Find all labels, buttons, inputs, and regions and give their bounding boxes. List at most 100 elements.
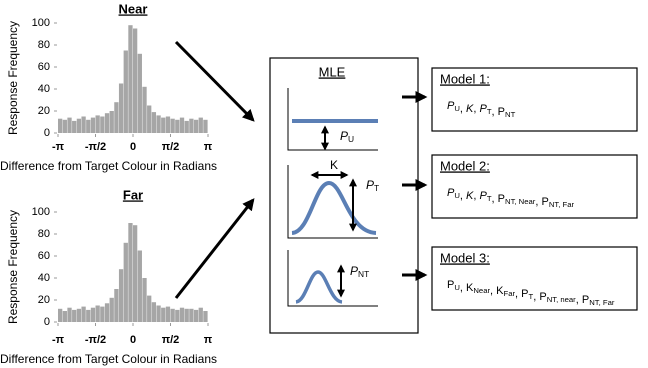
histogram-bar	[179, 307, 185, 322]
separator: ,	[492, 106, 498, 118]
param-symbol: P	[539, 291, 546, 303]
param-symbol: P	[366, 178, 374, 192]
histogram-bar	[100, 306, 105, 322]
param-symbol: P	[447, 100, 455, 112]
x-tick-label: π/2	[162, 141, 180, 153]
param-symbol: P	[447, 187, 455, 199]
histogram-bar	[189, 118, 194, 133]
y-tick-label: 100	[32, 17, 50, 29]
histogram-bar	[114, 102, 119, 133]
histogram-bar	[137, 250, 142, 322]
param-symbol: P	[480, 190, 488, 202]
param-symbol: P	[340, 129, 348, 143]
param-subscript: U	[454, 191, 460, 200]
param-symbol: P	[480, 103, 488, 115]
y-axis-label: Response Frequency	[6, 210, 20, 324]
histogram-bar	[203, 119, 208, 133]
histogram-bar	[104, 303, 110, 322]
mle-param: PT	[366, 178, 379, 193]
histogram-bar	[137, 53, 142, 133]
chart-title: Near	[119, 1, 148, 16]
histogram-bar	[198, 117, 203, 133]
histogram-bar	[151, 112, 157, 133]
y-tick-label: 0	[44, 316, 50, 328]
y-tick-label: 60	[38, 250, 50, 262]
separator: ,	[460, 282, 466, 294]
param-subscript: NT, near	[547, 295, 576, 304]
histogram-bar	[95, 305, 100, 322]
histogram-bar	[142, 86, 147, 133]
x-axis-label: Difference from Target Colour in Radians	[0, 352, 217, 366]
param-symbol: K	[466, 190, 474, 202]
histogram-bar	[193, 119, 199, 133]
model-params: PU, K, PT, PNT	[447, 100, 516, 119]
y-tick-label: 20	[38, 105, 50, 117]
histogram-bar	[128, 223, 133, 322]
param-subscript: U	[454, 283, 460, 292]
mle-param: PNT	[350, 264, 369, 279]
separator: ,	[460, 103, 466, 115]
histogram-bar	[95, 115, 100, 133]
histogram-bar	[86, 119, 91, 133]
model-box	[431, 246, 638, 311]
model-title: Model 3:	[440, 250, 490, 265]
axes	[287, 165, 378, 239]
x-tick-label: 0	[130, 334, 136, 346]
histogram-bar	[90, 117, 96, 133]
histogram-bar	[76, 118, 82, 133]
param-subscript: U	[348, 134, 354, 144]
histogram-bar	[58, 118, 63, 133]
x-tick-label: π	[204, 334, 213, 346]
x-axis-label: Difference from Target Colour in Radians	[0, 159, 217, 173]
param-symbol: P	[582, 294, 589, 306]
histogram-bar	[104, 113, 110, 133]
model-params: PU, K, PT, PNT, Near, PNT, Far	[447, 187, 574, 209]
histogram-bar	[67, 307, 72, 322]
separator: ,	[473, 190, 479, 202]
separator: ,	[492, 193, 498, 205]
histogram-bar	[118, 269, 124, 322]
histogram-bar	[76, 308, 82, 322]
separator: ,	[533, 291, 539, 303]
x-tick-label: -π/2	[85, 141, 106, 153]
param-subscript: NT, Near	[505, 197, 536, 206]
x-tick-label: -π/2	[85, 334, 106, 346]
histogram-bar	[123, 50, 128, 133]
histogram-bar	[58, 308, 63, 322]
histogram-bar	[62, 311, 67, 322]
param-symbol: K	[466, 103, 474, 115]
param-symbol: P	[350, 264, 358, 278]
param-subscript: T	[487, 107, 492, 116]
histogram-bar	[142, 278, 147, 322]
y-tick-label: 40	[38, 272, 50, 284]
histogram-bar	[67, 117, 72, 133]
histogram-bar	[156, 115, 161, 133]
histogram-bar	[128, 25, 133, 134]
axes	[287, 250, 378, 307]
param-subscript: NT, Far	[589, 298, 615, 307]
param-symbol: K	[466, 282, 474, 294]
histogram-bar	[72, 309, 77, 322]
model-box	[431, 67, 638, 132]
histogram-bar	[147, 295, 152, 322]
bell-curve	[291, 180, 377, 235]
param-subscript: U	[454, 104, 460, 113]
histogram-bar	[179, 117, 185, 133]
chart-title: Far	[123, 187, 143, 202]
histogram-bar	[114, 289, 119, 322]
y-tick-label: 20	[38, 294, 50, 306]
y-tick-label: 40	[38, 83, 50, 95]
arrow	[174, 40, 255, 122]
histogram-bar	[109, 111, 114, 133]
histogram-bar	[170, 118, 175, 133]
histogram-bar	[156, 305, 161, 322]
histogram-bar	[109, 297, 114, 322]
histogram-bar	[133, 28, 138, 133]
histogram-bar	[161, 307, 166, 322]
param-symbol: P	[541, 196, 548, 208]
mle-title: MLE	[319, 64, 346, 79]
x-tick-label: 0	[130, 141, 136, 153]
param-subscript: Far	[504, 289, 516, 298]
model-title: Model 2:	[440, 158, 490, 173]
y-tick-label: 60	[38, 61, 50, 73]
